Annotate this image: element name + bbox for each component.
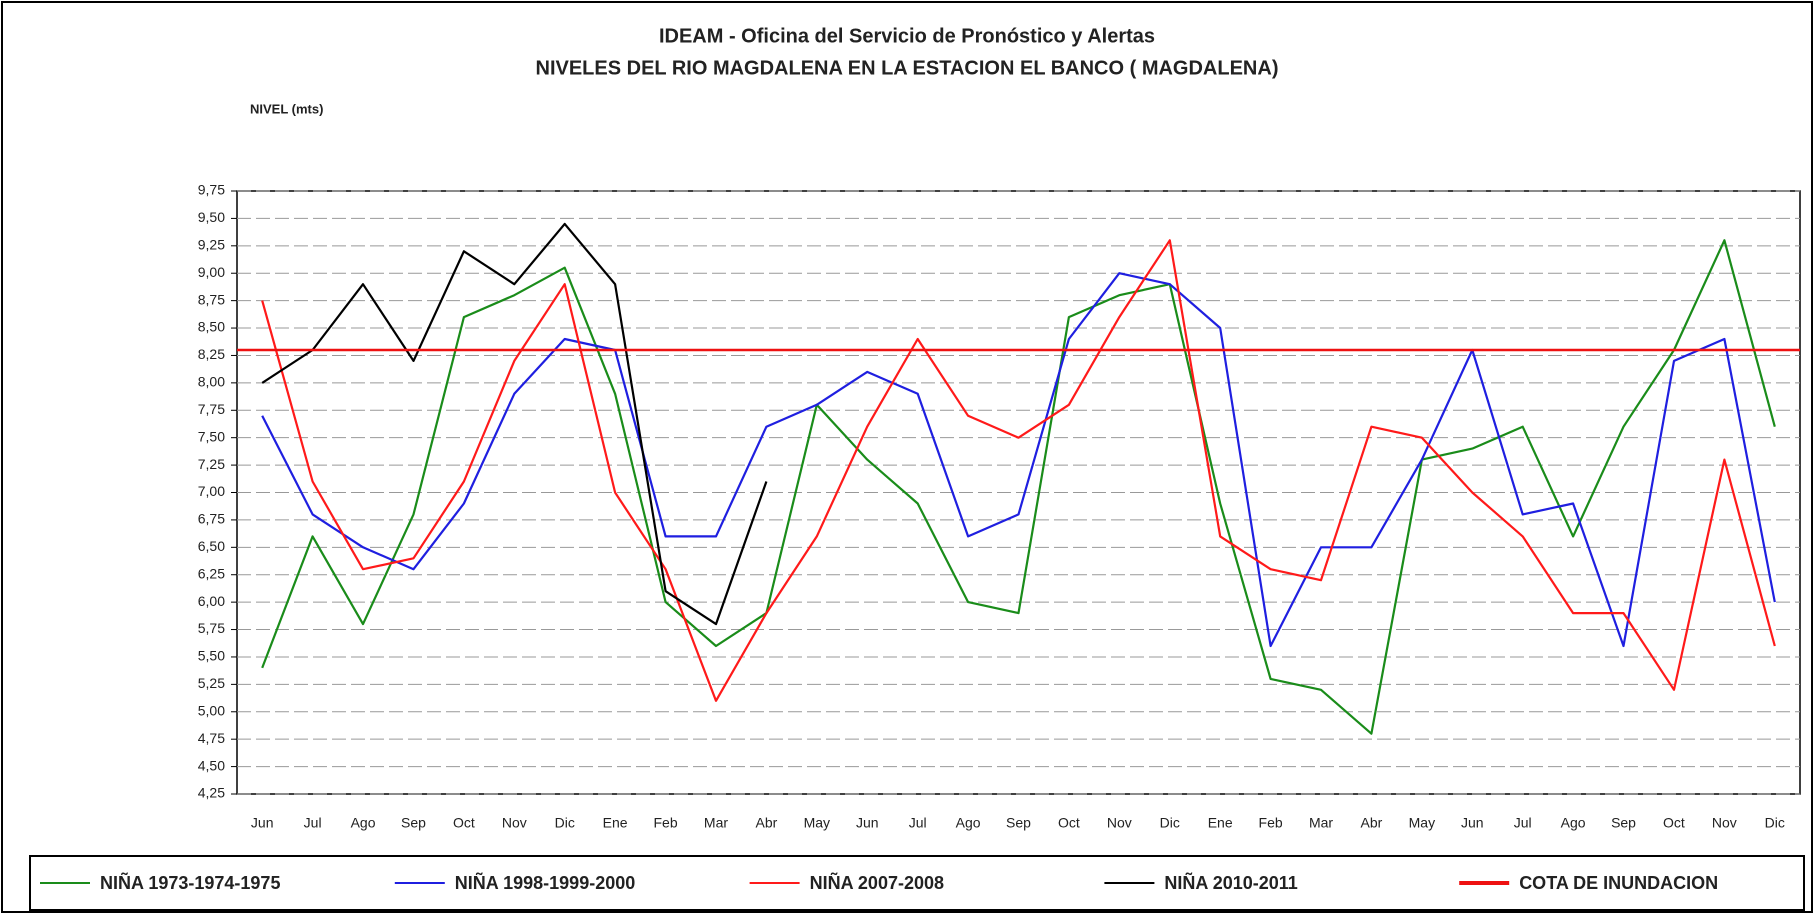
x-tick-label: May	[1409, 815, 1435, 831]
y-tick-label: 8,50	[198, 319, 225, 335]
x-tick-label: Dic	[1765, 815, 1785, 831]
legend-box	[29, 855, 1805, 911]
series-line	[261, 272, 1776, 648]
x-tick-label: Ago	[1561, 815, 1586, 831]
x-tick-label: Nov	[1712, 815, 1737, 831]
y-tick-label: 4,50	[198, 757, 225, 773]
x-tick-label: Feb	[1259, 815, 1283, 831]
x-tick-label: Jul	[1514, 815, 1532, 831]
y-tick-label: 7,25	[198, 456, 225, 472]
x-tick-label: Feb	[654, 815, 678, 831]
chart-subtitle: NIVELES DEL RIO MAGDALENA EN LA ESTACION…	[536, 57, 1279, 79]
x-tick-label: Oct	[453, 815, 475, 831]
x-tick-label: Nov	[502, 815, 527, 831]
y-tick-label: 9,75	[198, 182, 225, 198]
x-tick-label: Jul	[909, 815, 927, 831]
y-tick-label: 4,25	[198, 785, 225, 801]
y-tick-label: 5,75	[198, 620, 225, 636]
x-tick-label: May	[804, 815, 830, 831]
y-tick-label: 8,00	[198, 374, 225, 390]
x-tick-label: Abr	[1361, 815, 1383, 831]
chart-title: IDEAM - Oficina del Servicio de Pronósti…	[659, 25, 1155, 47]
y-tick-label: 9,25	[198, 237, 225, 253]
x-tick-label: Oct	[1663, 815, 1685, 831]
x-tick-label: Ene	[603, 815, 628, 831]
y-tick-label: 4,75	[198, 730, 225, 746]
legend-label: COTA DE INUNDACION	[1519, 873, 1718, 893]
x-tick-label: Ago	[956, 815, 981, 831]
y-tick-label: 5,00	[198, 702, 225, 718]
y-axis-label: NIVEL (mts)	[250, 101, 323, 116]
legend-label: NIÑA 1973-1974-1975	[100, 872, 280, 893]
x-tick-label: Jun	[251, 815, 274, 831]
y-tick-label: 6,00	[198, 593, 225, 609]
x-tick-label: Oct	[1058, 815, 1080, 831]
x-tick-label: Mar	[704, 815, 728, 831]
x-tick-label: Dic	[555, 815, 575, 831]
y-tick-label: 9,00	[198, 264, 225, 280]
series-line	[261, 239, 1776, 702]
x-tick-label: Ago	[351, 815, 376, 831]
x-tick-label: Jun	[856, 815, 879, 831]
x-tick-label: Ene	[1208, 815, 1233, 831]
y-tick-label: 5,50	[198, 648, 225, 664]
y-tick-label: 7,75	[198, 401, 225, 417]
series-line	[261, 239, 1776, 735]
x-tick-label: Sep	[1006, 815, 1031, 831]
y-tick-label: 8,25	[198, 346, 225, 362]
legend-label: NIÑA 1998-1999-2000	[455, 872, 635, 893]
y-tick-label: 7,00	[198, 483, 225, 499]
y-tick-label: 5,25	[198, 675, 225, 691]
y-tick-label: 6,50	[198, 538, 225, 554]
x-tick-label: Dic	[1160, 815, 1180, 831]
x-tick-label: Mar	[1309, 815, 1333, 831]
legend-label: NIÑA 2007-2008	[810, 872, 944, 893]
x-tick-label: Jun	[1461, 815, 1484, 831]
y-tick-label: 9,50	[198, 209, 225, 225]
x-tick-label: Sep	[401, 815, 426, 831]
x-tick-label: Nov	[1107, 815, 1132, 831]
y-tick-label: 8,75	[198, 291, 225, 307]
x-tick-label: Abr	[756, 815, 778, 831]
y-tick-label: 7,50	[198, 428, 225, 444]
x-tick-label: Sep	[1611, 815, 1636, 831]
x-tick-label: Jul	[304, 815, 322, 831]
y-tick-label: 6,25	[198, 565, 225, 581]
y-tick-label: 6,75	[198, 511, 225, 527]
series-line	[261, 222, 768, 626]
legend-label: NIÑA 2010-2011	[1164, 872, 1297, 893]
